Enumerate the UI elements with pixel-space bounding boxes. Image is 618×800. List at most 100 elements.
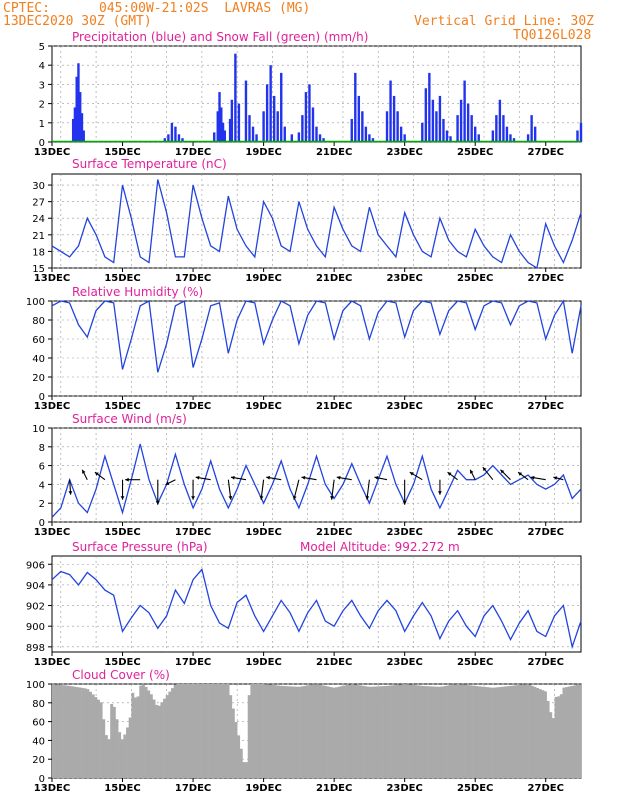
cloud-bar bbox=[406, 684, 410, 778]
cloud-bar bbox=[403, 684, 407, 778]
precip-bar bbox=[354, 72, 357, 142]
cloud-bar bbox=[427, 686, 431, 778]
temp-xtick-label-7: 27DEC bbox=[528, 273, 564, 284]
cloud-bar bbox=[126, 727, 130, 778]
rh-xtick-label-3: 19DEC bbox=[245, 401, 281, 412]
precip-bar bbox=[435, 111, 438, 142]
wind-arrow-head bbox=[336, 475, 341, 480]
precip-bar bbox=[371, 138, 375, 142]
wind-arrow-head bbox=[447, 472, 452, 476]
cloud-bar bbox=[94, 697, 98, 778]
wind-xtick-label-4: 21DEC bbox=[316, 527, 352, 538]
cloud-bar bbox=[316, 684, 320, 778]
wind-arrow-head bbox=[230, 475, 235, 480]
cloud-bar bbox=[419, 685, 423, 778]
cloud-bar bbox=[324, 685, 328, 778]
rh-xtick-label-0: 13DEC bbox=[34, 401, 70, 412]
cloud-bar bbox=[231, 708, 235, 778]
cloud-bar bbox=[464, 684, 468, 778]
precip-bar bbox=[228, 118, 232, 142]
cloud-bar bbox=[284, 686, 288, 778]
cloud-bar bbox=[520, 684, 524, 778]
press-ytick-label-2: 902 bbox=[26, 602, 45, 613]
cloud-bar bbox=[112, 706, 116, 778]
wind-arrow-head bbox=[530, 475, 535, 480]
wind-arrow-head bbox=[155, 501, 160, 505]
header-run: 13DEC2020 30Z (GMT) bbox=[3, 14, 152, 29]
precip-bar bbox=[431, 99, 435, 142]
wind-arrow-head bbox=[438, 491, 442, 495]
wind-arrow-head bbox=[518, 472, 523, 476]
precip-xtick-label-3: 19DEC bbox=[245, 147, 281, 158]
cloud-bar bbox=[276, 685, 280, 778]
temp-frame bbox=[51, 173, 582, 269]
cloud-bar bbox=[234, 721, 238, 778]
temp-xtick-label-6: 25DEC bbox=[457, 273, 493, 284]
wind-arrow-head bbox=[553, 476, 558, 480]
cloud-bar bbox=[152, 699, 156, 778]
precip-ytick-label-2: 2 bbox=[39, 100, 45, 111]
header-location: 045:00W-21:02S LAVRAS (MG) bbox=[99, 1, 311, 16]
cloud-bar bbox=[538, 689, 542, 778]
rh-ytick-label-5: 100 bbox=[26, 297, 45, 308]
cloud-bar bbox=[173, 684, 177, 778]
cloud-bar bbox=[409, 684, 413, 778]
precip-bar bbox=[385, 111, 389, 142]
cloud-xtick-label-6: 25DEC bbox=[457, 783, 493, 794]
cloud-bar bbox=[253, 684, 256, 778]
cloud-bar bbox=[514, 685, 518, 778]
cloud-bar bbox=[477, 686, 481, 778]
wind-xtick-label-2: 17DEC bbox=[175, 527, 211, 538]
cloud-bar bbox=[268, 684, 272, 778]
cloud-bar bbox=[181, 684, 185, 778]
cloud-bar bbox=[313, 684, 317, 778]
cloud-bar bbox=[512, 685, 516, 778]
precip-bar bbox=[283, 126, 286, 142]
rh-xtick-label-2: 17DEC bbox=[175, 401, 211, 412]
cloud-bar bbox=[387, 685, 391, 778]
precip-bar bbox=[167, 134, 170, 142]
cloud-bar bbox=[562, 687, 566, 778]
precip-bar bbox=[389, 80, 392, 142]
cloud-bar bbox=[398, 684, 402, 778]
cloud-bar bbox=[67, 685, 71, 778]
precip-bar bbox=[459, 99, 463, 142]
cloud-bar bbox=[350, 684, 354, 778]
precip-bar bbox=[181, 138, 184, 142]
cloud-bar bbox=[570, 685, 574, 778]
cloud-bar bbox=[189, 684, 193, 778]
wind-arrow-head bbox=[82, 469, 86, 474]
cloud-bar bbox=[192, 684, 196, 778]
wind-arrow-head bbox=[409, 472, 414, 476]
cloud-xtick-label-0: 13DEC bbox=[34, 783, 70, 794]
wind-series-line bbox=[51, 443, 582, 518]
wind-arrow-head bbox=[330, 495, 334, 500]
precip-bar bbox=[438, 95, 442, 142]
cloud-bar bbox=[247, 695, 251, 778]
temp-ytick-label-2: 21 bbox=[32, 231, 45, 242]
precip-bar bbox=[163, 138, 167, 142]
cloud-bar bbox=[155, 704, 159, 778]
cloud-bar bbox=[382, 686, 386, 778]
press-xtick-label-5: 23DEC bbox=[386, 657, 422, 668]
cloud-bar bbox=[242, 762, 246, 778]
cloud-bar bbox=[123, 734, 127, 778]
cloud-bar bbox=[107, 739, 111, 778]
temp-xtick-label-3: 19DEC bbox=[245, 273, 281, 284]
rh-ytick-label-2: 40 bbox=[32, 354, 45, 365]
cloud-xtick-label-7: 27DEC bbox=[528, 783, 564, 794]
precip-bar bbox=[530, 115, 533, 142]
cloud-bar bbox=[59, 684, 63, 778]
cloud-bar bbox=[496, 687, 500, 778]
precip-bar bbox=[251, 126, 255, 142]
precip-bar bbox=[491, 130, 495, 142]
wind-xtick-label-5: 23DEC bbox=[386, 527, 422, 538]
precip-bar bbox=[463, 80, 466, 142]
cloud-bar bbox=[237, 735, 241, 778]
cloud-bar bbox=[414, 685, 418, 778]
cloud-bar bbox=[208, 684, 211, 778]
temp-ytick-label-5: 30 bbox=[32, 181, 45, 192]
cloud-bar bbox=[295, 686, 299, 778]
wind-arrow-head bbox=[165, 481, 170, 485]
wind-arrow-head bbox=[365, 495, 370, 500]
